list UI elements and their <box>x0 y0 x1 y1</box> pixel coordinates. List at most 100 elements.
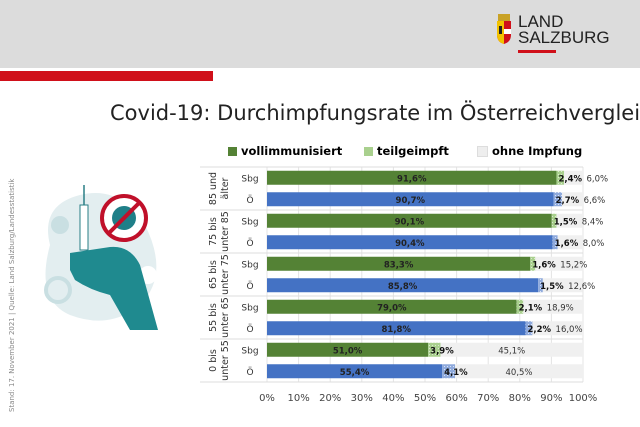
data-label: 1,6% <box>555 239 579 249</box>
x-tick-label: 30% <box>351 393 373 404</box>
bar-vollimmunisiert <box>267 364 443 379</box>
bar-ohne-impfung <box>523 299 583 314</box>
data-label: 79,0% <box>377 303 407 313</box>
bar-ohne-impfung <box>532 321 583 336</box>
data-label: 90,1% <box>395 217 425 227</box>
bar-ohne-impfung <box>455 364 583 379</box>
bar-vollimmunisiert <box>267 170 557 185</box>
data-label: 40,5% <box>506 368 533 378</box>
bar-teilgeimpft <box>442 364 456 379</box>
data-label: 90,4% <box>395 239 425 249</box>
vaccination-illustration <box>44 185 158 330</box>
data-label: 83,3% <box>384 260 414 270</box>
x-tick-label: 40% <box>382 393 404 404</box>
row-label: Ö <box>246 367 253 378</box>
legend-item-teilgeimpft: teilgeimpft <box>364 144 449 158</box>
data-label: 15,2% <box>560 260 587 270</box>
data-label: 91,6% <box>397 174 427 184</box>
row-label: Sbg <box>241 217 258 227</box>
data-label: 8,4% <box>582 217 604 227</box>
bar-vollimmunisiert <box>267 278 539 293</box>
row-label: Sbg <box>241 346 258 356</box>
bar-vollimmunisiert <box>267 321 526 336</box>
legend-item-ohne-impfung: ohne Impfung <box>477 144 582 158</box>
bar-teilgeimpft <box>525 321 533 336</box>
group-label: 65 bisunter 75 <box>208 254 231 295</box>
x-tick-label: 100% <box>569 393 598 404</box>
logo-line2: SALZBURG <box>518 28 610 47</box>
data-label: 1,6% <box>532 260 556 270</box>
bar-ohne-impfung <box>542 278 583 293</box>
x-tick-label: 60% <box>445 393 467 404</box>
bar-vollimmunisiert <box>267 256 531 271</box>
bar-teilgeimpft <box>553 192 563 207</box>
row-label: Ö <box>246 281 253 292</box>
data-label: 2,1% <box>519 303 543 313</box>
row-label: Sbg <box>241 303 258 313</box>
data-label: 1,5% <box>540 282 564 292</box>
legend-label: ohne Impfung <box>492 144 583 158</box>
row-label: Ö <box>246 195 253 206</box>
bar-ohne-impfung <box>535 256 584 271</box>
logo-line1: LAND <box>518 12 564 31</box>
data-label: 85,8% <box>388 282 418 292</box>
bar-ohne-impfung <box>440 342 583 357</box>
x-tick-label: 80% <box>509 393 531 404</box>
bar-ohne-impfung <box>562 192 583 207</box>
data-label: 6,6% <box>584 196 606 206</box>
bar-vollimmunisiert <box>267 235 553 250</box>
x-tick-label: 70% <box>477 393 499 404</box>
legend-item-vollimmunisiert: vollimmunisiert <box>228 144 342 158</box>
land-salzburg-logo: LAND SALZBURG <box>496 12 610 53</box>
bar-teilgeimpft <box>556 170 565 185</box>
data-label: 18,9% <box>547 303 574 313</box>
data-label: 2,2% <box>527 325 551 335</box>
legend-label: vollimmunisiert <box>241 144 343 158</box>
bar-teilgeimpft <box>538 278 543 293</box>
legend-label: teilgeimpft <box>377 144 449 158</box>
bar-ohne-impfung <box>564 170 583 185</box>
header-bar <box>0 0 640 68</box>
legend-swatch <box>228 146 237 156</box>
data-label: 8,0% <box>583 239 605 249</box>
x-tick-label: 50% <box>414 393 436 404</box>
data-label: 4,1% <box>444 368 468 378</box>
legend-swatch <box>477 145 488 157</box>
data-label: 51,0% <box>333 346 363 356</box>
bar-teilgeimpft <box>530 256 536 271</box>
bar-vollimmunisiert <box>267 342 429 357</box>
bar-teilgeimpft <box>551 213 557 228</box>
row-label: Sbg <box>241 174 258 184</box>
bar-teilgeimpft <box>516 299 524 314</box>
data-label: 3,9% <box>430 346 454 356</box>
data-label: 81,8% <box>381 325 411 335</box>
logo-underline <box>518 50 556 53</box>
coat-of-arms-icon <box>497 14 511 44</box>
group-label: 55 bisunter 65 <box>208 297 231 338</box>
data-label: 16,0% <box>556 325 583 335</box>
row-label: Ö <box>246 324 253 335</box>
group-label: 75 bisunter 85 <box>208 211 231 252</box>
legend-swatch <box>364 146 373 156</box>
data-label: 2,7% <box>556 196 580 206</box>
bar-vollimmunisiert <box>267 192 554 207</box>
page-title: Covid-19: Durchimpfungsrate im Österreic… <box>110 101 640 125</box>
data-label: 2,4% <box>558 174 582 184</box>
group-label: 0 bisunter 55 <box>208 340 231 381</box>
x-tick-label: 10% <box>287 393 309 404</box>
bar-teilgeimpft <box>552 235 558 250</box>
data-label: 6,0% <box>587 174 609 184</box>
bar-ohne-impfung <box>557 235 583 250</box>
row-label: Ö <box>246 238 253 249</box>
bar-vollimmunisiert <box>267 299 517 314</box>
data-label: 1,5% <box>554 217 578 227</box>
red-accent-bar <box>0 71 213 81</box>
data-label: 90,7% <box>396 196 426 206</box>
row-label: Sbg <box>241 260 258 270</box>
data-label: 45,1% <box>498 346 525 356</box>
x-tick-label: 90% <box>540 393 562 404</box>
x-tick-label: 0% <box>259 393 275 404</box>
bar-vollimmunisiert <box>267 213 552 228</box>
data-label: 12,6% <box>568 282 595 292</box>
